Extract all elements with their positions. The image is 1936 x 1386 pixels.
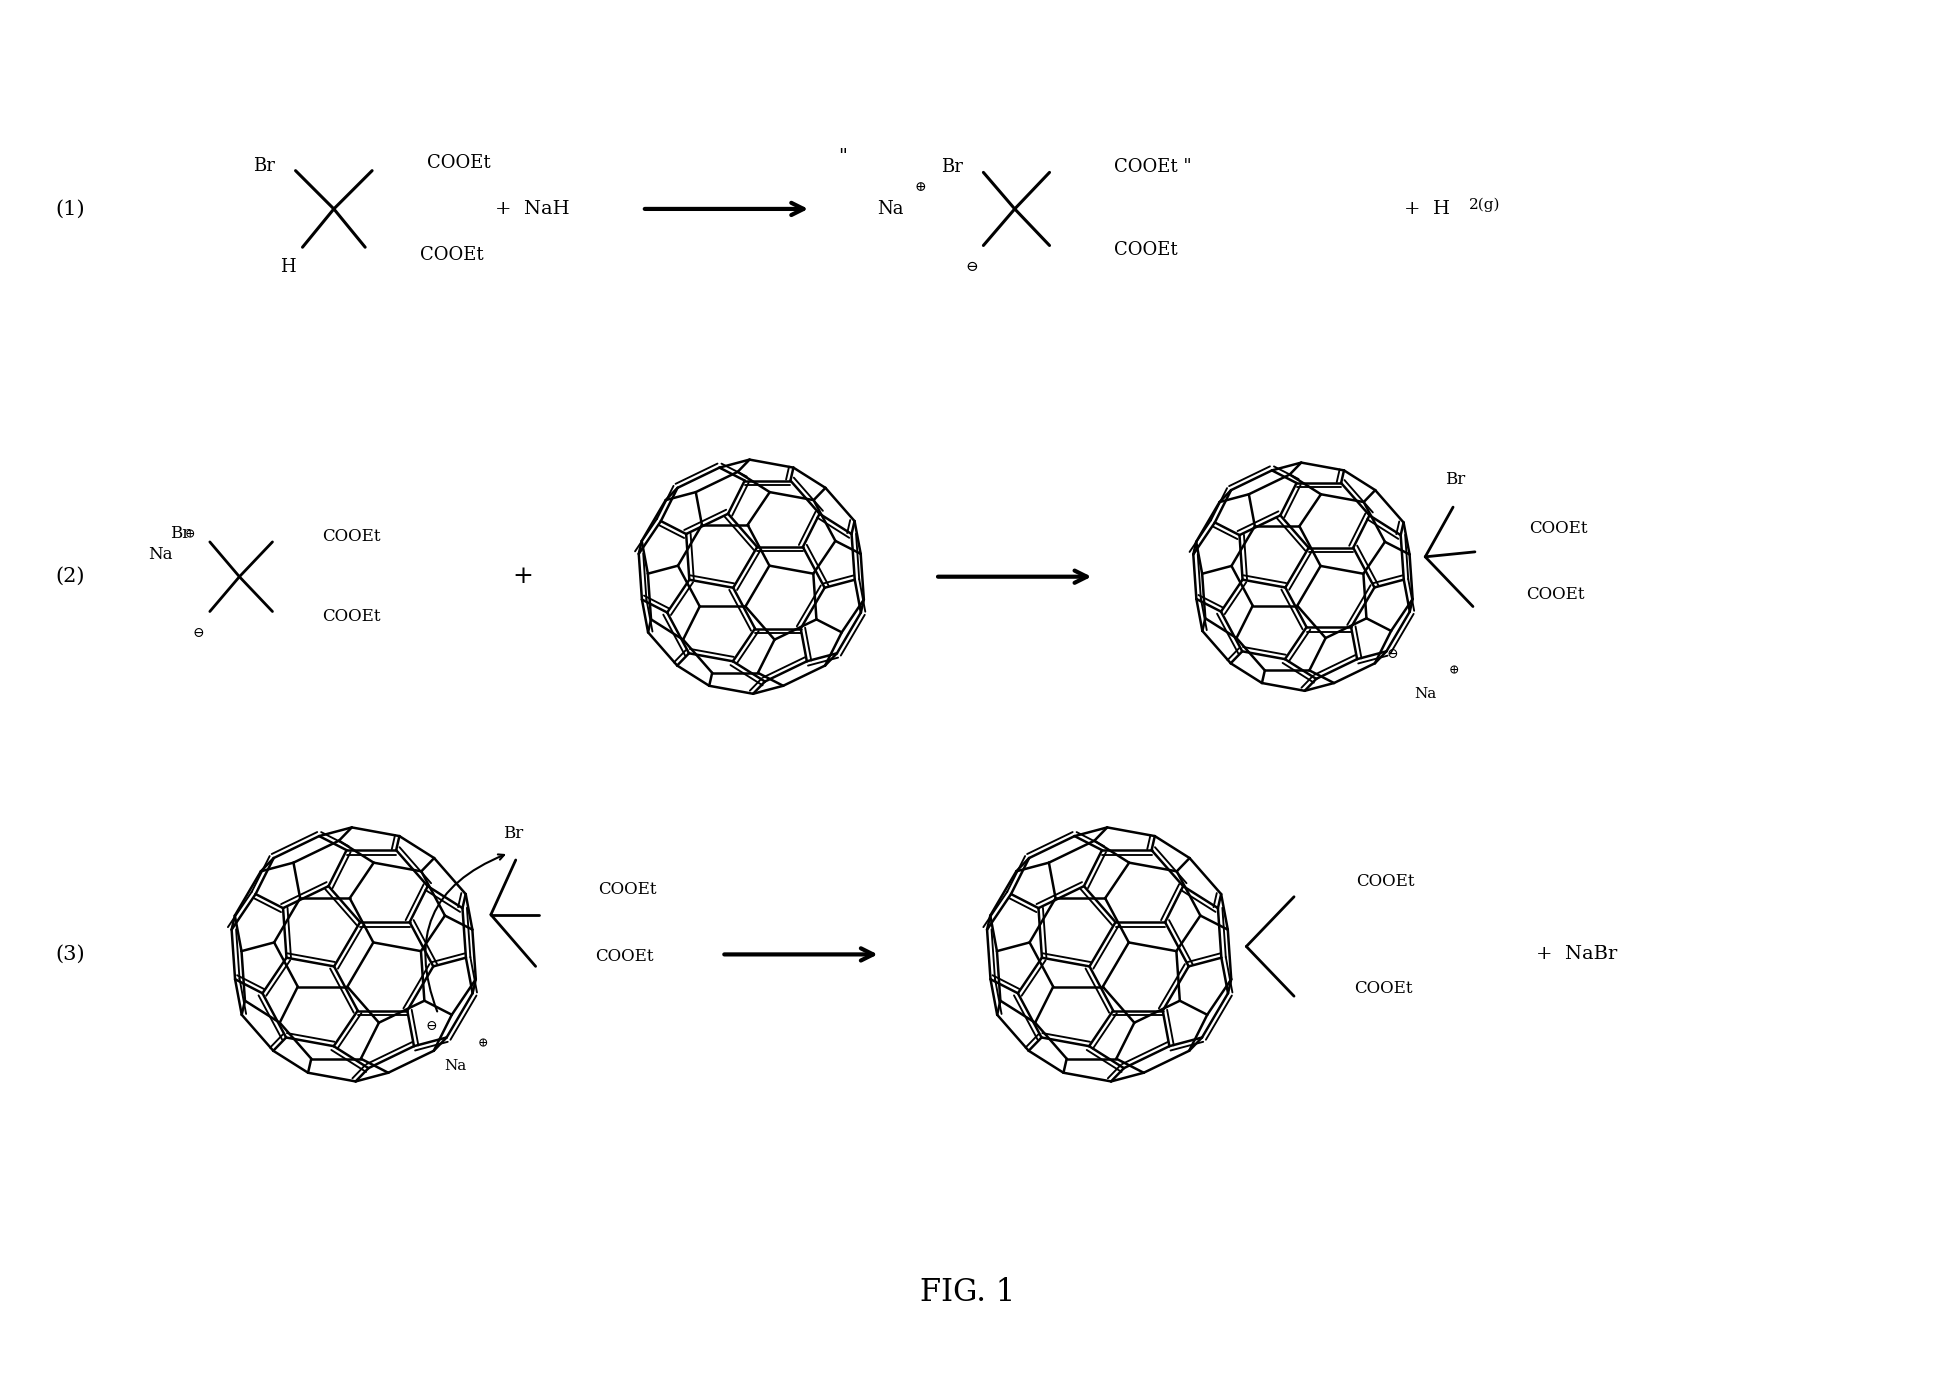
Text: FIG. 1: FIG. 1 bbox=[920, 1277, 1016, 1308]
Text: COOEt ": COOEt " bbox=[1113, 158, 1193, 176]
Text: +  NaH: + NaH bbox=[496, 200, 569, 218]
Text: +  H: + H bbox=[1404, 200, 1450, 218]
Text: +: + bbox=[513, 565, 532, 588]
Text: COOEt: COOEt bbox=[1113, 241, 1177, 259]
Text: COOEt: COOEt bbox=[1529, 521, 1588, 538]
Text: Br: Br bbox=[941, 158, 962, 176]
Text: 2(g): 2(g) bbox=[1469, 198, 1500, 212]
Text: COOEt: COOEt bbox=[1528, 586, 1586, 603]
Text: Na: Na bbox=[147, 546, 172, 563]
Text: ⊕: ⊕ bbox=[184, 528, 196, 542]
Text: COOEt: COOEt bbox=[594, 948, 654, 965]
Text: Na: Na bbox=[1413, 687, 1437, 701]
Text: +  NaBr: + NaBr bbox=[1535, 945, 1617, 963]
Text: Br: Br bbox=[1444, 471, 1466, 488]
Text: Na: Na bbox=[877, 200, 904, 218]
Text: Na: Na bbox=[443, 1059, 467, 1073]
Text: ⊖: ⊖ bbox=[1386, 647, 1398, 661]
Text: (2): (2) bbox=[56, 567, 85, 586]
Text: ": " bbox=[838, 148, 848, 166]
Text: ⊖: ⊖ bbox=[426, 1019, 438, 1033]
Text: ⊖: ⊖ bbox=[192, 626, 203, 640]
Text: (3): (3) bbox=[56, 945, 85, 963]
Text: Br: Br bbox=[503, 825, 523, 841]
Text: COOEt: COOEt bbox=[1353, 980, 1411, 997]
Text: ⊖: ⊖ bbox=[966, 261, 978, 274]
Text: COOEt: COOEt bbox=[426, 154, 490, 172]
Text: COOEt: COOEt bbox=[420, 247, 484, 265]
Text: COOEt: COOEt bbox=[1355, 873, 1413, 890]
Text: ⊕: ⊕ bbox=[1448, 665, 1460, 678]
Text: COOEt: COOEt bbox=[321, 528, 381, 546]
Text: H: H bbox=[281, 258, 296, 276]
Text: ⊕: ⊕ bbox=[478, 1037, 488, 1051]
Text: COOEt: COOEt bbox=[321, 608, 381, 625]
Text: ⊕: ⊕ bbox=[914, 180, 925, 194]
Text: (1): (1) bbox=[56, 200, 85, 219]
Text: Br: Br bbox=[170, 525, 190, 542]
Text: Br: Br bbox=[254, 157, 275, 175]
Text: COOEt: COOEt bbox=[598, 881, 656, 898]
